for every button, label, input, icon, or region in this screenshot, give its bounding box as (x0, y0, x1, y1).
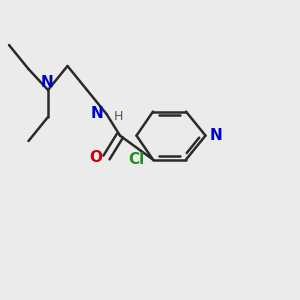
Text: O: O (89, 150, 102, 165)
Text: N: N (40, 75, 53, 90)
Text: N: N (91, 106, 103, 122)
Text: N: N (210, 128, 223, 143)
Text: H: H (114, 110, 123, 124)
Text: Cl: Cl (128, 152, 145, 167)
